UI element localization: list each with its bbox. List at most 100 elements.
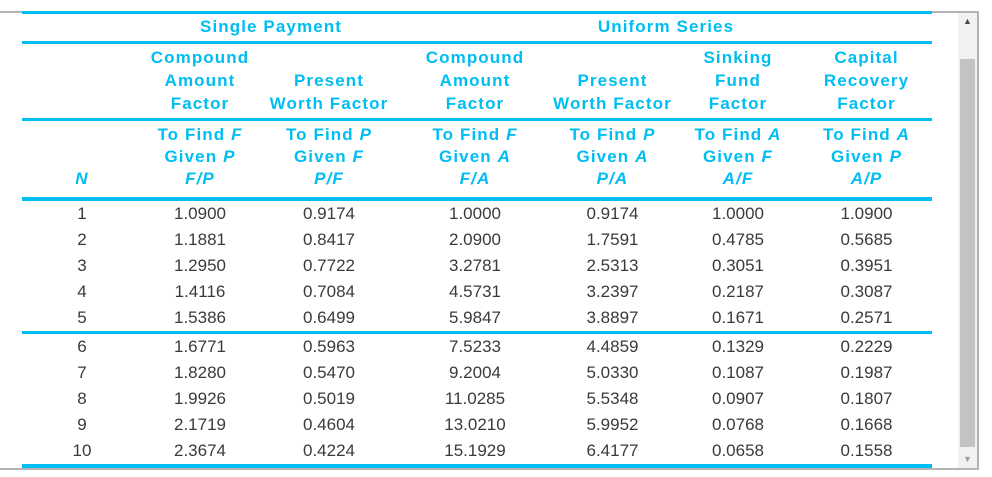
cell-value: 9.2004 [449, 363, 501, 382]
cell-value: 1.0000 [449, 204, 501, 223]
column-subheader: To Find P Given F P/F [258, 119, 400, 201]
table-row: 2 1.1881 0.8417 2.0900 1.7591 0.4785 0.5685 [22, 227, 932, 253]
cell-value: 5.5348 [586, 389, 639, 408]
cell-value: 1.4116 [174, 282, 226, 301]
table-row: 9 2.1719 0.4604 13.0210 5.9952 0.0768 0.1668 [22, 412, 932, 438]
cell-value: 0.4785 [712, 230, 764, 249]
cell-value: 0.4224 [258, 438, 400, 468]
table-row: 1 1.0900 0.9174 1.0000 0.9174 1.0000 1.0900 [22, 199, 932, 227]
cell-value: 1.5386 [142, 305, 258, 334]
column-header: Compound Amount Factor [142, 42, 258, 121]
cell-value: 2.1719 [174, 415, 226, 434]
cell-n: 5 [22, 305, 142, 334]
table-row: 8 1.9926 0.5019 11.0285 5.5348 0.0907 0.1807 [22, 386, 932, 412]
scrollbar-thumb[interactable] [960, 59, 975, 447]
cell-value: 0.9174 [586, 204, 639, 223]
factor-header-row: Compound Amount Factor Present Worth Fac… [22, 42, 933, 121]
cell-value: 0.1558 [801, 438, 933, 468]
spacer-cell [22, 11, 142, 44]
cell-value: 0.6499 [258, 305, 400, 334]
cell-value: 0.1987 [840, 363, 893, 382]
cell-n: 4 [77, 282, 87, 301]
cell-value: 13.0210 [444, 415, 506, 434]
cell-value: 0.1807 [840, 389, 893, 408]
column-header: Sinking Fund Factor [675, 42, 801, 121]
cell-value: 1.0900 [174, 204, 226, 223]
cell-n: 10 [22, 438, 142, 468]
table-header: Single Payment Uniform Series Compound A… [22, 11, 933, 201]
cell-value: 1.6771 [174, 337, 226, 356]
cell-n: 6 [77, 337, 87, 356]
window-right-border [977, 11, 979, 470]
cell-value: 4.5731 [449, 282, 501, 301]
cell-value: 3.2397 [586, 282, 639, 301]
cell-value: 0.2571 [801, 305, 933, 334]
scroll-up-button[interactable]: ▲ [963, 16, 972, 26]
cell-value: 0.1671 [675, 305, 801, 334]
spacer-cell [22, 42, 142, 121]
cell-value: 11.0285 [444, 389, 506, 408]
column-header: Present Worth Factor [550, 42, 675, 121]
cell-value: 3.2781 [449, 256, 501, 275]
cell-value: 1.7591 [586, 230, 639, 249]
cell-value: 1.2950 [174, 256, 226, 275]
table-body: 1 1.0900 0.9174 1.0000 0.9174 1.0000 1.0900 2 1.… [22, 199, 933, 468]
group-header-single-payment: Single Payment [142, 11, 400, 44]
cell-value: 1.0900 [840, 204, 893, 223]
cell-value: 1.0000 [712, 204, 764, 223]
cell-n: 3 [77, 256, 87, 275]
cell-value: 1.8280 [174, 363, 226, 382]
cell-value: 0.9174 [303, 204, 355, 223]
cell-value: 1.1881 [174, 230, 226, 249]
cell-value: 0.4604 [303, 415, 355, 434]
cell-value: 15.1929 [400, 438, 550, 468]
cell-value: 5.9952 [586, 415, 639, 434]
column-header: Compound Amount Factor [400, 42, 550, 121]
cell-value: 0.0768 [712, 415, 764, 434]
cell-value: 0.3051 [712, 256, 764, 275]
cell-value: 0.5963 [303, 337, 355, 356]
cell-value: 0.8417 [303, 230, 355, 249]
vertical-scrollbar[interactable]: ▲ ▼ [958, 13, 977, 468]
cell-value: 0.5685 [840, 230, 893, 249]
column-header: Capital Recovery Factor [801, 42, 933, 121]
column-header: Present Worth Factor [258, 42, 400, 121]
interest-factor-table-container: Single Payment Uniform Series Compound A… [22, 11, 933, 468]
cell-value: 5.0330 [586, 363, 639, 382]
cell-value: 0.0907 [712, 389, 764, 408]
column-subheader: To Find A Given F A/F [675, 119, 801, 201]
cell-value: 0.3087 [840, 282, 893, 301]
group-header-row: Single Payment Uniform Series [22, 11, 933, 44]
cell-value: 4.4859 [586, 337, 639, 356]
cell-value: 0.1329 [712, 337, 764, 356]
table-row: 10 2.3674 0.4224 15.1929 6.4177 0.0658 0.1558 [22, 438, 933, 468]
column-subheader: To Find F Given A F/A [400, 119, 550, 201]
cell-n: 7 [77, 363, 87, 382]
cell-n: 2 [77, 230, 87, 249]
cell-value: 7.5233 [449, 337, 501, 356]
cell-value: 5.9847 [400, 305, 550, 334]
cell-value: 0.2187 [712, 282, 764, 301]
cell-value: 0.3951 [840, 256, 893, 275]
table-row: 4 1.4116 0.7084 4.5731 3.2397 0.2187 0.3087 [22, 279, 932, 305]
cell-value: 0.2229 [840, 337, 893, 356]
cell-value: 3.8897 [550, 305, 675, 334]
cell-value: 0.7722 [303, 256, 355, 275]
scroll-down-button[interactable]: ▼ [963, 454, 972, 464]
column-subheader: To Find A Given P A/P [801, 119, 933, 201]
cell-value: 0.1668 [840, 415, 893, 434]
group-header-uniform-series: Uniform Series [400, 11, 933, 44]
cell-value: 2.5313 [586, 256, 639, 275]
table-row: 5 1.5386 0.6499 5.9847 3.8897 0.1671 0.2571 [22, 305, 933, 334]
table-row: 7 1.8280 0.5470 9.2004 5.0330 0.1087 0.1987 [22, 360, 932, 386]
column-subheader: To Find P Given A P/A [550, 119, 675, 201]
cell-n: 8 [77, 389, 87, 408]
interest-factor-table: Single Payment Uniform Series Compound A… [22, 11, 933, 468]
cell-value: 0.1087 [712, 363, 764, 382]
window-bottom-border [0, 468, 979, 470]
cell-value: 1.9926 [174, 389, 226, 408]
cell-n: 1 [77, 204, 87, 223]
cell-value: 2.0900 [449, 230, 501, 249]
column-subheader: To Find F Given P F/P [142, 119, 258, 201]
